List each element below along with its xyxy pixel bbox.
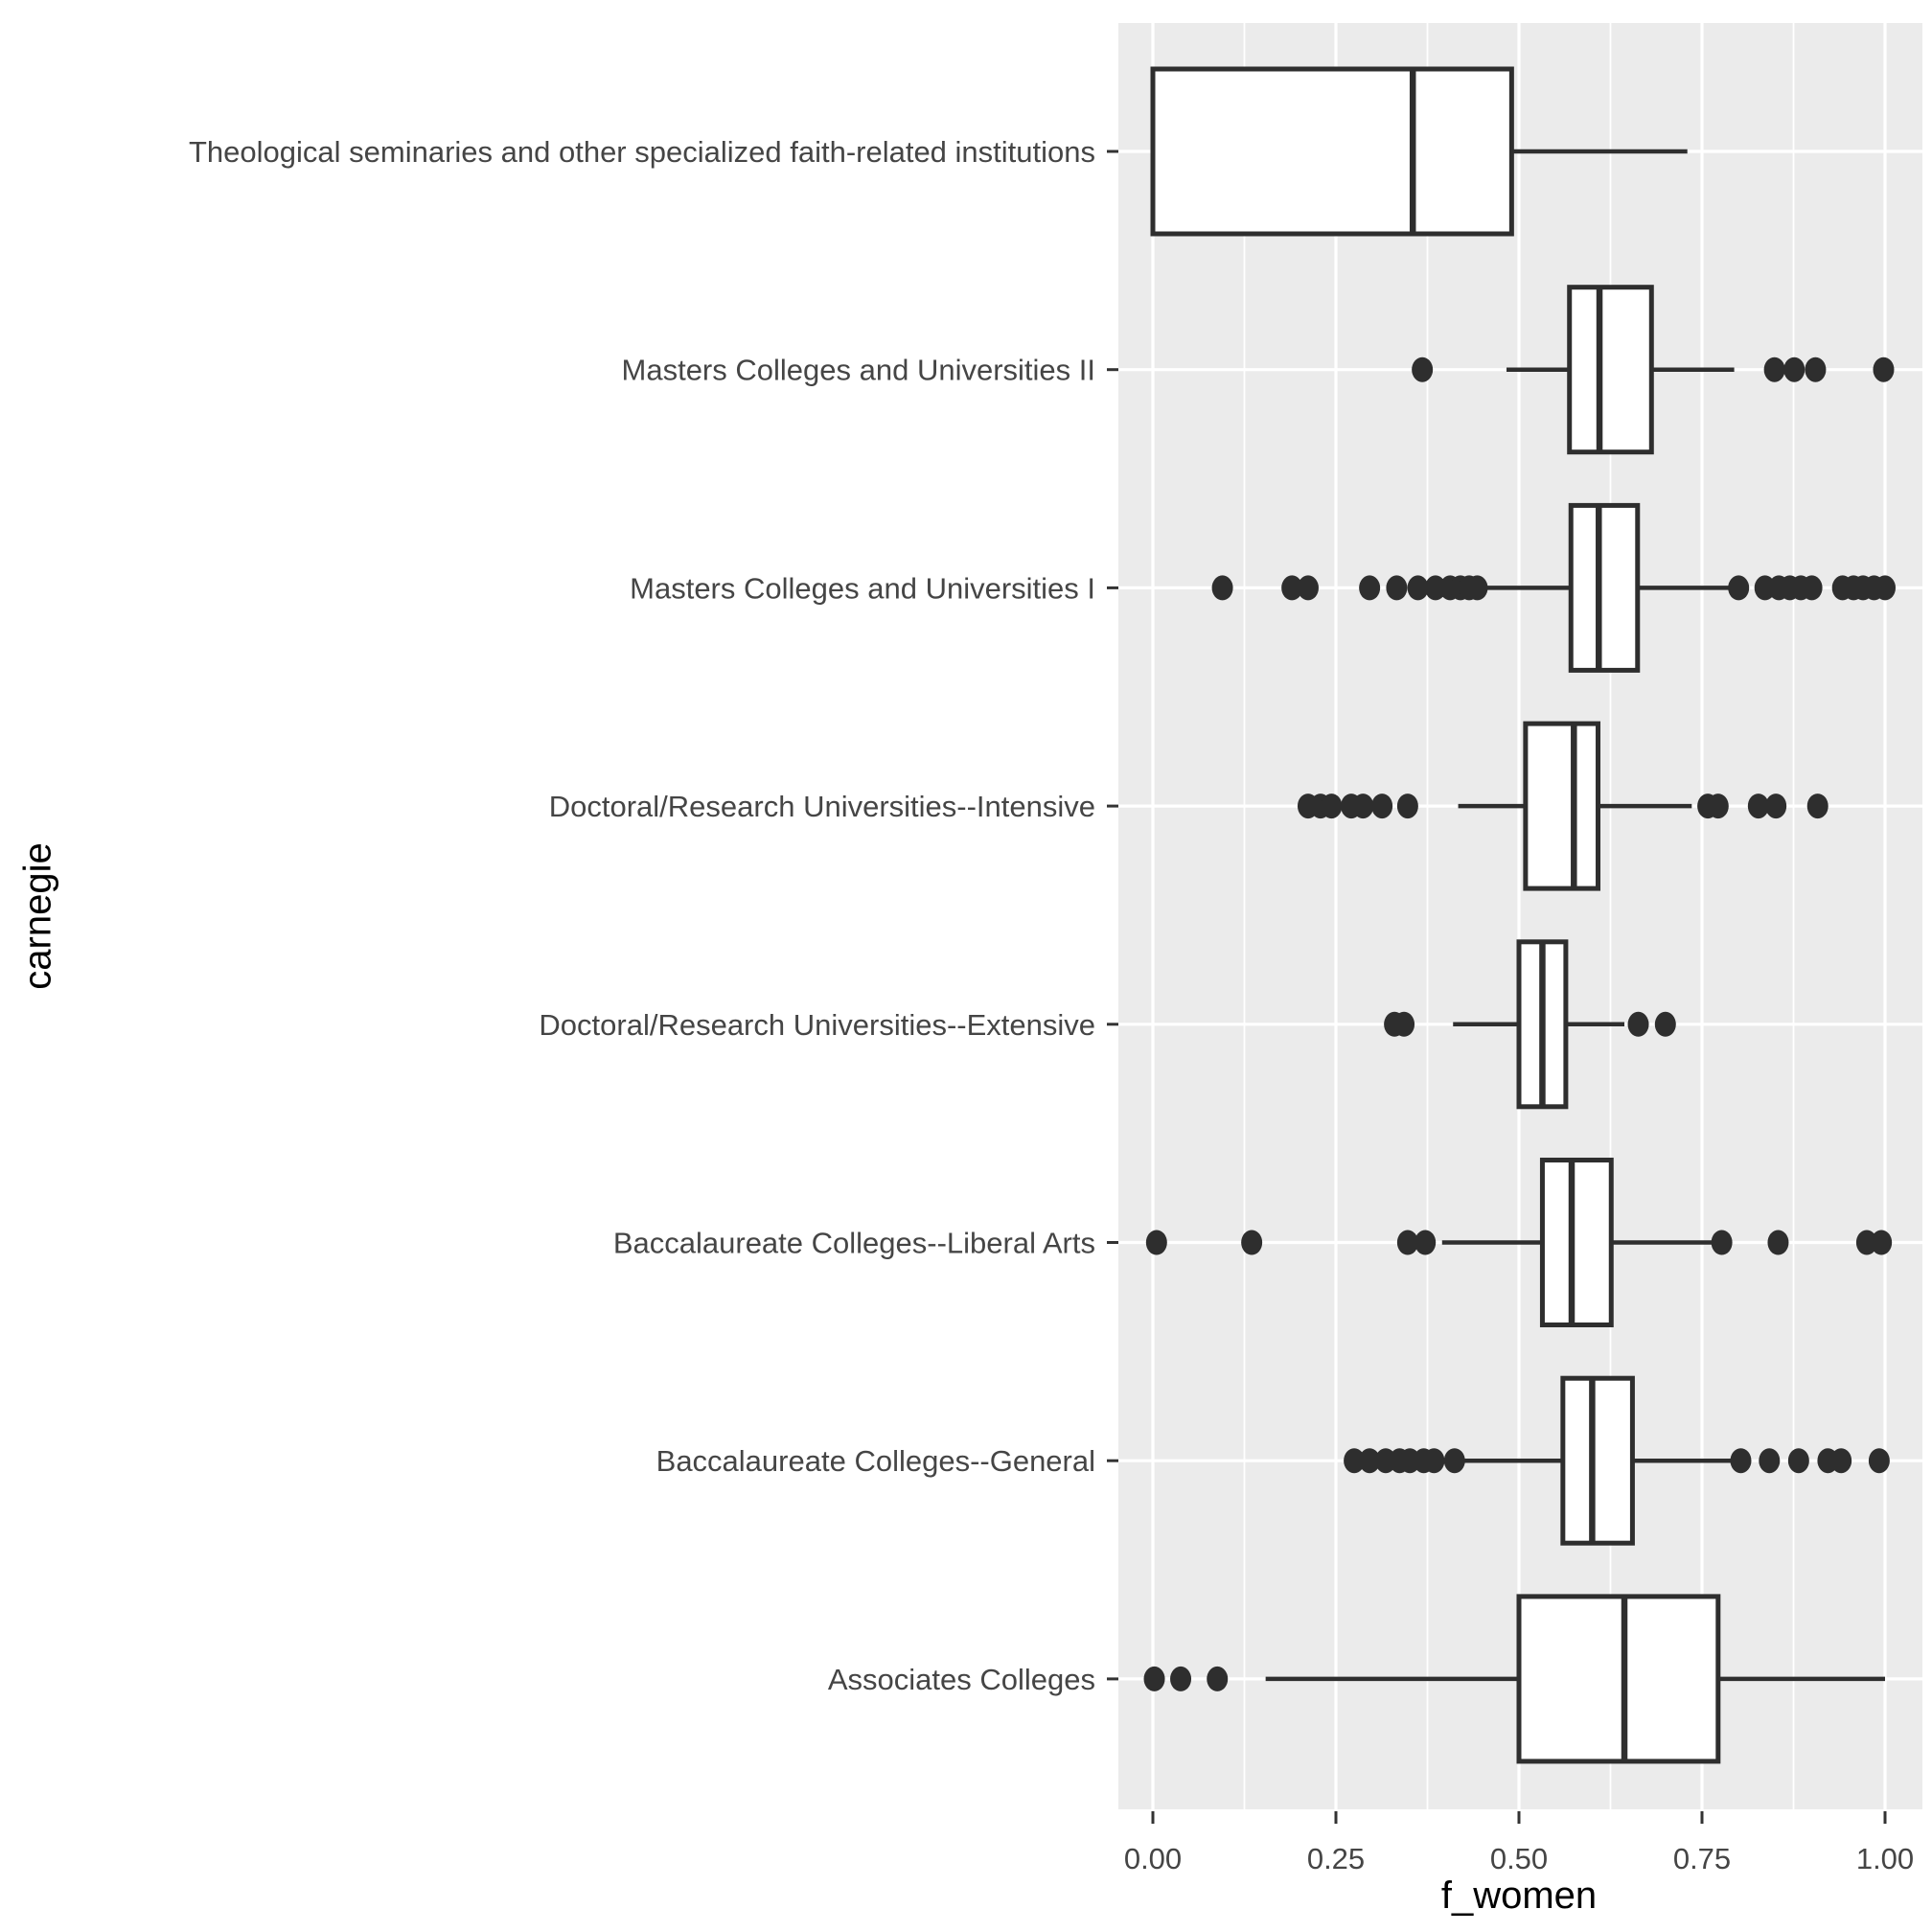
outlier-point (1396, 794, 1418, 819)
category-label: Theological seminaries and other special… (189, 135, 1095, 169)
category-label: Doctoral/Research Universities--Extensiv… (539, 1008, 1095, 1042)
outlier-point (1211, 575, 1233, 601)
outlier-point (1321, 794, 1343, 819)
outlier-point (1767, 1230, 1789, 1255)
outlier-point (1145, 1230, 1167, 1255)
outlier-point (1359, 575, 1381, 601)
outlier-point (1868, 1448, 1890, 1474)
outlier-point (1730, 1448, 1752, 1474)
outlier-point (1386, 575, 1408, 601)
outlier-point (1207, 1666, 1229, 1691)
outlier-point (1874, 575, 1896, 601)
outlier-point (1359, 1448, 1381, 1474)
x-tick-label: 0.50 (1490, 1842, 1548, 1875)
outlier-point (1352, 794, 1374, 819)
outlier-point (1423, 1448, 1445, 1474)
outlier-point (1466, 575, 1488, 601)
x-axis-title: f_women (1440, 1874, 1598, 1917)
y-axis-title: carnegie (16, 842, 59, 990)
box (1523, 721, 1601, 891)
outlier-point (1424, 575, 1446, 601)
outlier-point (1654, 1011, 1676, 1037)
outlier-point (1396, 1230, 1418, 1255)
box (1567, 285, 1654, 455)
outlier-point (1297, 575, 1319, 601)
outlier-point (1170, 1666, 1192, 1691)
outlier-point (1371, 794, 1393, 819)
outlier-point (1407, 575, 1429, 601)
box (1539, 1158, 1614, 1327)
outlier-point (1241, 1230, 1263, 1255)
outlier-point (1873, 356, 1895, 382)
x-tick-label: 0.00 (1124, 1842, 1182, 1875)
box (1560, 1375, 1635, 1546)
outlier-point (1801, 575, 1823, 601)
outlier-point (1728, 575, 1750, 601)
outlier-point (1783, 356, 1806, 382)
outlier-point (1763, 356, 1785, 382)
category-label: Masters Colleges and Universities I (630, 571, 1095, 605)
outlier-point (1711, 1230, 1733, 1255)
category-label: Associates Colleges (828, 1663, 1095, 1696)
outlier-point (1830, 1448, 1852, 1474)
outlier-point (1627, 1011, 1649, 1037)
outlier-point (1393, 1011, 1415, 1037)
category-label: Baccalaureate Colleges--Liberal Arts (613, 1227, 1095, 1260)
outlier-point (1414, 1230, 1437, 1255)
outlier-point (1855, 1230, 1877, 1255)
outlier-point (1787, 1448, 1809, 1474)
category-label: Masters Colleges and Universities II (622, 354, 1095, 387)
outlier-point (1443, 1448, 1465, 1474)
box (1568, 502, 1641, 673)
outlier-point (1871, 1230, 1893, 1255)
x-tick-label: 0.25 (1307, 1842, 1365, 1875)
box (1516, 1594, 1721, 1764)
outlier-point (1143, 1666, 1165, 1691)
outlier-point (1759, 1448, 1781, 1474)
outlier-point (1747, 794, 1769, 819)
outlier-point (1805, 356, 1827, 382)
box (1150, 66, 1514, 237)
outlier-point (1806, 794, 1828, 819)
category-label: Baccalaureate Colleges--General (656, 1444, 1095, 1478)
x-tick-label: 0.75 (1673, 1842, 1731, 1875)
x-tick-label: 1.00 (1856, 1842, 1914, 1875)
outlier-point (1344, 1448, 1366, 1474)
outlier-point (1765, 794, 1787, 819)
outlier-point (1281, 575, 1303, 601)
outlier-point (1707, 794, 1729, 819)
category-label: Doctoral/Research Universities--Intensiv… (549, 790, 1095, 823)
outlier-point (1412, 356, 1434, 382)
